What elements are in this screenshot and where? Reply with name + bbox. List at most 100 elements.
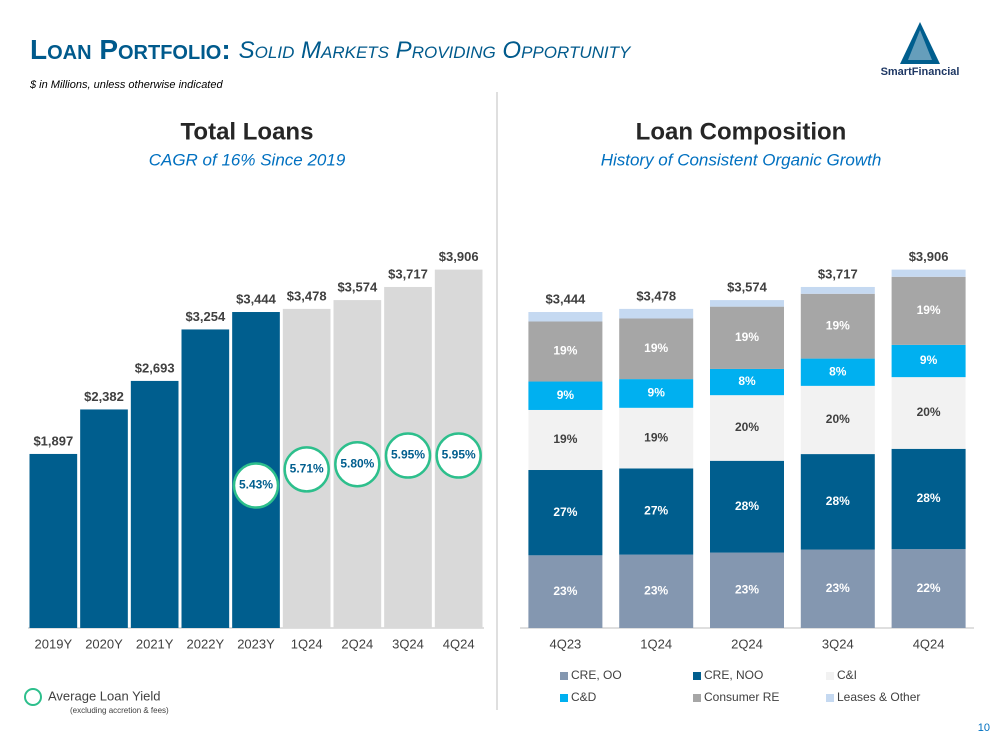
legend-swatch bbox=[826, 672, 834, 680]
segment-label: 23% bbox=[644, 583, 668, 597]
page-number: 10 bbox=[978, 722, 990, 734]
legend-swatch bbox=[560, 672, 568, 680]
bar-segment bbox=[619, 554, 694, 628]
x-tick-label: 2023Y bbox=[237, 636, 275, 651]
segment-label: 19% bbox=[553, 432, 577, 446]
legend-label: C&D bbox=[571, 690, 597, 704]
legend-label: Consumer RE bbox=[704, 690, 779, 704]
bar-segment bbox=[891, 276, 966, 345]
x-tick-label: 3Q24 bbox=[392, 636, 424, 651]
chart-title: Total Loans bbox=[181, 118, 314, 145]
bar-segment bbox=[528, 312, 603, 322]
legend-label: C&I bbox=[837, 668, 857, 682]
value-label: $3,906 bbox=[439, 249, 479, 264]
bar-segment bbox=[619, 308, 694, 319]
bar-segment bbox=[891, 269, 966, 277]
value-label: $1,897 bbox=[33, 433, 73, 448]
yield-marker bbox=[232, 462, 280, 509]
note: $ in Millions, unless otherwise indicate… bbox=[29, 79, 223, 91]
bar-segment bbox=[800, 454, 875, 550]
segment-label: 28% bbox=[826, 494, 850, 508]
yield-label: 5.80% bbox=[340, 456, 374, 470]
legend-label: CRE, NOO bbox=[704, 668, 763, 682]
segment-label: 23% bbox=[826, 581, 850, 595]
value-label: $3,478 bbox=[287, 288, 327, 303]
x-tick-label: 1Q24 bbox=[291, 636, 323, 651]
total-label: $3,717 bbox=[818, 266, 858, 281]
legend-swatch bbox=[693, 694, 701, 702]
segment-label: 19% bbox=[735, 330, 759, 344]
segment-label: 27% bbox=[553, 505, 577, 519]
segment-label: 19% bbox=[553, 344, 577, 358]
x-tick-label: 2Q24 bbox=[731, 636, 763, 651]
value-label: $3,254 bbox=[185, 309, 226, 324]
segment-label: 8% bbox=[738, 374, 756, 388]
bar-segment bbox=[710, 460, 784, 553]
bar-segment bbox=[528, 381, 603, 410]
total-label: $3,906 bbox=[909, 249, 949, 264]
bar-segment bbox=[891, 549, 966, 628]
logo-mark bbox=[900, 22, 940, 64]
x-tick-label: 2021Y bbox=[136, 636, 174, 651]
bar-segment bbox=[528, 409, 603, 471]
segment-label: 9% bbox=[920, 353, 938, 367]
bar-segment bbox=[619, 468, 694, 555]
yield-marker bbox=[384, 432, 432, 479]
segment-label: 19% bbox=[644, 341, 668, 355]
segment-label: 8% bbox=[829, 364, 847, 378]
logo-mark bbox=[908, 30, 932, 60]
segment-label: 23% bbox=[553, 584, 577, 598]
yield-marker bbox=[435, 432, 482, 479]
logo-text: SmartFinancial bbox=[881, 66, 960, 78]
slide-title: Loan Portfolio: Solid Markets Providing O… bbox=[30, 34, 632, 65]
chart-subtitle: History of Consistent Organic Growth bbox=[601, 150, 882, 169]
yield-label: 5.71% bbox=[290, 462, 324, 476]
segment-label: 19% bbox=[644, 430, 668, 444]
logo: SmartFinancial bbox=[881, 22, 960, 78]
legend-swatch bbox=[826, 694, 834, 702]
segment-label: 9% bbox=[648, 386, 666, 400]
bar-segment bbox=[528, 321, 603, 382]
segment-label: 28% bbox=[917, 491, 941, 505]
bar-segment bbox=[800, 293, 875, 359]
legend-label: Leases & Other bbox=[837, 690, 920, 704]
x-tick-label: 2019Y bbox=[35, 636, 73, 651]
x-tick-label: 4Q23 bbox=[549, 636, 581, 651]
segment-label: 22% bbox=[917, 581, 941, 595]
bar-segment bbox=[891, 344, 966, 378]
x-tick-label: 2020Y bbox=[85, 636, 123, 651]
legend-label: Average Loan Yield bbox=[48, 688, 161, 703]
title-rest: Solid Markets Providing Opportunity bbox=[239, 37, 632, 64]
x-tick-label: 1Q24 bbox=[640, 636, 672, 651]
legend-swatch bbox=[24, 688, 42, 706]
bar bbox=[130, 380, 179, 628]
bar-segment bbox=[710, 306, 784, 369]
value-label: $3,574 bbox=[337, 280, 378, 295]
x-tick-label: 3Q24 bbox=[822, 636, 854, 651]
x-tick-label: 4Q24 bbox=[913, 636, 945, 651]
segment-label: 19% bbox=[917, 303, 941, 317]
bar-segment bbox=[710, 368, 784, 396]
segment-label: 20% bbox=[917, 405, 941, 419]
x-tick-label: 4Q24 bbox=[443, 636, 475, 651]
segment-label: 28% bbox=[735, 499, 759, 513]
value-label: $2,693 bbox=[135, 360, 175, 375]
segment-label: 27% bbox=[644, 504, 668, 518]
total-label: $3,478 bbox=[636, 288, 676, 303]
yield-marker bbox=[283, 446, 330, 493]
bar-segment bbox=[619, 318, 694, 380]
legend-note: (excluding accretion & fees) bbox=[70, 706, 169, 715]
value-label: $3,717 bbox=[388, 266, 428, 281]
bar-segment bbox=[800, 358, 875, 386]
bar-segment bbox=[891, 448, 966, 550]
bar-segment bbox=[800, 549, 875, 628]
bar-segment bbox=[710, 395, 784, 461]
bar-segment bbox=[800, 385, 875, 455]
bar-segment bbox=[800, 286, 875, 294]
bar-segment bbox=[710, 552, 784, 628]
legend-label: CRE, OO bbox=[571, 668, 622, 682]
segment-label: 20% bbox=[735, 420, 759, 434]
chart-title: Loan Composition bbox=[636, 118, 847, 145]
yield-marker bbox=[334, 440, 381, 488]
